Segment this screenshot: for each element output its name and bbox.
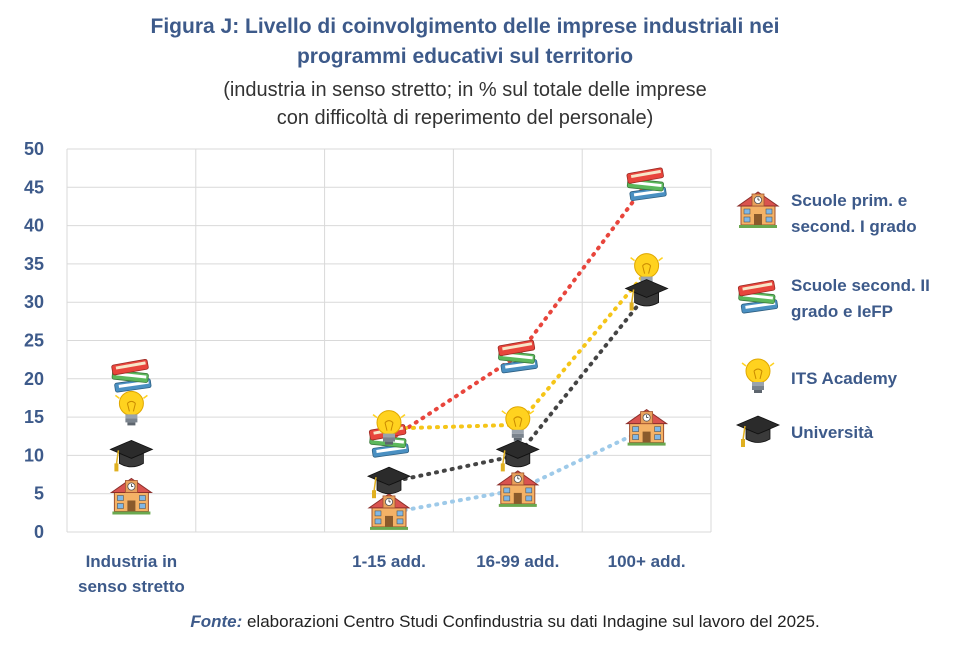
legend-item-its-academy: ITS Academy	[735, 354, 975, 414]
legend-label-line2: second. I grado	[791, 217, 917, 236]
x-tick-label: 16-99 add.	[476, 552, 559, 571]
school-building-icon	[737, 191, 779, 229]
data-point-school-building-icon	[110, 478, 152, 515]
y-tick-label: 20	[24, 369, 44, 389]
data-point-books-icon	[626, 167, 668, 202]
y-tick-label: 25	[24, 331, 44, 351]
x-tick-label: 100+ add.	[608, 552, 686, 571]
chart-subtitle-line1: (industria in senso stretto; in % sul to…	[223, 79, 707, 101]
data-point-lightbulb-icon	[114, 390, 149, 427]
legend-label-line1: Scuole second. II	[791, 276, 930, 295]
y-tick-label: 0	[34, 522, 44, 542]
chart-subtitle-line2: con difficoltà di reperimento del person…	[276, 107, 654, 129]
y-tick-label: 5	[34, 484, 44, 504]
legend-label-line1: Scuole prim. e	[791, 191, 908, 210]
source-label: Fonte:	[190, 612, 243, 631]
source-text: elaborazioni Centro Studi Confindustria …	[242, 612, 820, 631]
chart-title: Figura J: Livello di coinvolgimento dell…	[0, 12, 930, 72]
y-tick-label: 15	[24, 407, 44, 427]
chart-subtitle: (industria in senso stretto; in % sul to…	[0, 76, 930, 132]
data-point-graduation-cap-icon	[624, 278, 669, 312]
legend-item-scuole-prim: Scuole prim. e second. I grado	[735, 188, 975, 248]
y-tick-label: 10	[24, 445, 44, 465]
series-line	[387, 181, 649, 443]
legend-label-line1: Università	[791, 423, 874, 442]
x-tick-label: 1-15 add.	[352, 552, 426, 571]
data-point-school-building-icon	[626, 409, 668, 447]
legend-label-line2: grado e IeFP	[791, 302, 894, 321]
y-tick-label: 35	[24, 254, 44, 274]
y-tick-label: 30	[24, 292, 44, 312]
books-icon	[737, 279, 779, 314]
y-tick-label: 40	[24, 216, 44, 236]
legend-item-universita: Università	[735, 408, 975, 468]
y-tick-label: 50	[24, 139, 44, 159]
data-point-school-building-icon	[497, 470, 539, 508]
lightbulb-icon	[741, 358, 775, 394]
data-point-school-building-icon	[368, 493, 410, 531]
chart-title-line2: programmi educativi sul territorio	[296, 45, 634, 68]
data-point-books-icon	[110, 358, 152, 393]
legend-label-line1: ITS Academy	[791, 369, 898, 388]
graduation-cap-icon	[736, 415, 780, 448]
source-note: Fonte: elaborazioni Centro Studi Confind…	[0, 612, 975, 632]
chart-title-line1: Figura J: Livello di coinvolgimento dell…	[150, 15, 780, 38]
legend-item-scuole-second: Scuole second. II grado e IeFP	[735, 273, 975, 333]
y-tick-label: 45	[24, 177, 44, 197]
data-point-books-icon	[497, 339, 539, 374]
x-tick-label: Industria in senso stretto	[78, 552, 185, 596]
